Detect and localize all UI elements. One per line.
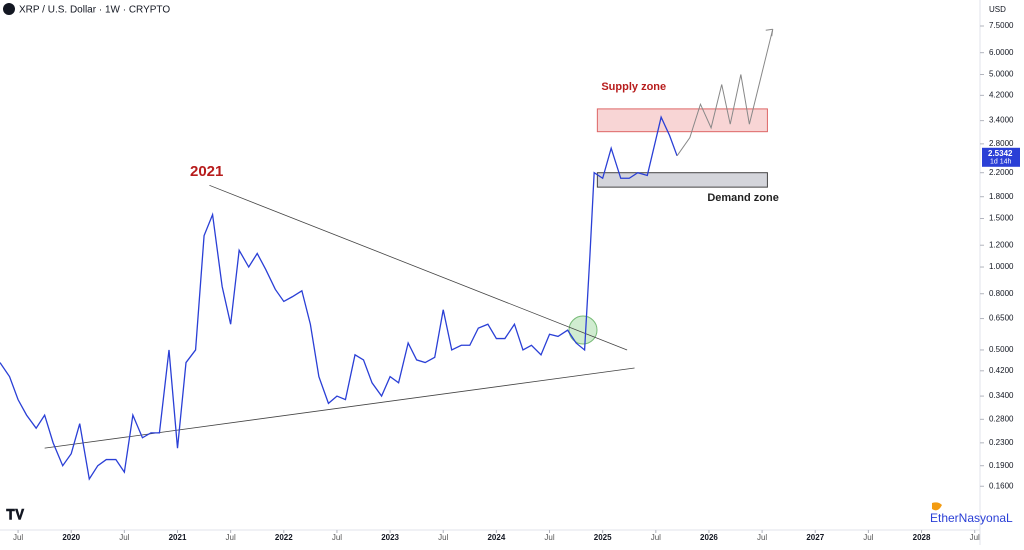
x-tick-label: Jul	[757, 533, 767, 542]
y-tick-label: 1.8000	[989, 192, 1014, 201]
x-tick-label: Jul	[863, 533, 873, 542]
annotation: 2021	[190, 163, 223, 180]
y-tick-label: 0.8000	[989, 289, 1014, 298]
zone	[596, 108, 768, 133]
y-tick-label: 1.0000	[989, 262, 1014, 271]
y-tick-label: 7.5000	[989, 21, 1014, 30]
y-tick-label: 1.2000	[989, 240, 1014, 249]
y-tick-label: 0.3400	[989, 391, 1014, 400]
arrow-head	[765, 28, 774, 37]
zone-label: Supply zone	[601, 81, 666, 93]
x-tick-label: Jul	[438, 533, 448, 542]
x-tick-label: Jul	[119, 533, 129, 542]
bird-icon	[932, 502, 942, 511]
y-tick-label: 2.2000	[989, 168, 1014, 177]
symbol-icon	[3, 3, 15, 15]
x-tick-label: Jul	[226, 533, 236, 542]
x-tick-label: Jul	[332, 533, 342, 542]
y-tick-label: 2.8000	[989, 139, 1014, 148]
breakout-circle	[568, 315, 598, 345]
x-tick-label: 2027	[806, 533, 824, 542]
x-tick-label: 2028	[913, 533, 931, 542]
trendline	[44, 367, 635, 449]
logo: 𝐓𝐕	[6, 507, 25, 523]
price-line	[0, 115, 678, 481]
y-tick-label: 6.0000	[989, 48, 1014, 57]
watermark: EtherNasyonaL	[930, 511, 1013, 525]
y-tick-label: 0.1900	[989, 461, 1014, 470]
price-label-bg	[982, 147, 1020, 167]
x-tick-label: Jul	[651, 533, 661, 542]
x-tick-label: 2026	[700, 533, 718, 542]
chart-title: XRP / U.S. Dollar · 1W · CRYPTO	[19, 5, 170, 16]
y-tick-label: 0.2800	[989, 414, 1014, 423]
x-tick-label: 2021	[169, 533, 187, 542]
x-tick-label: 2020	[62, 533, 80, 542]
x-tick-label: Jul	[544, 533, 554, 542]
zone	[596, 172, 768, 188]
trendline	[209, 184, 628, 351]
price-line	[676, 29, 774, 157]
y-tick-label: 4.2000	[989, 90, 1014, 99]
y-tick-label: 0.2300	[989, 438, 1014, 447]
zone-label: Demand zone	[707, 192, 779, 204]
x-tick-label: Jul	[13, 533, 23, 542]
price-label: 2.5342	[988, 149, 1013, 158]
x-tick-label: 2025	[594, 533, 612, 542]
y-tick-label: 0.1600	[989, 481, 1014, 490]
x-tick-label: 2024	[487, 533, 505, 542]
countdown: 1d 14h	[990, 159, 1012, 166]
y-tick-label: 1.5000	[989, 214, 1014, 223]
currency: USD	[989, 5, 1006, 14]
y-tick-label: 5.0000	[989, 70, 1014, 79]
x-tick-label: 2023	[381, 533, 399, 542]
y-tick-label: 0.5000	[989, 345, 1014, 354]
y-tick-label: 3.4000	[989, 116, 1014, 125]
x-tick-label: 2022	[275, 533, 293, 542]
y-tick-label: 0.6500	[989, 314, 1014, 323]
y-tick-label: 0.4200	[989, 366, 1014, 375]
x-tick-label: Jul	[970, 533, 980, 542]
